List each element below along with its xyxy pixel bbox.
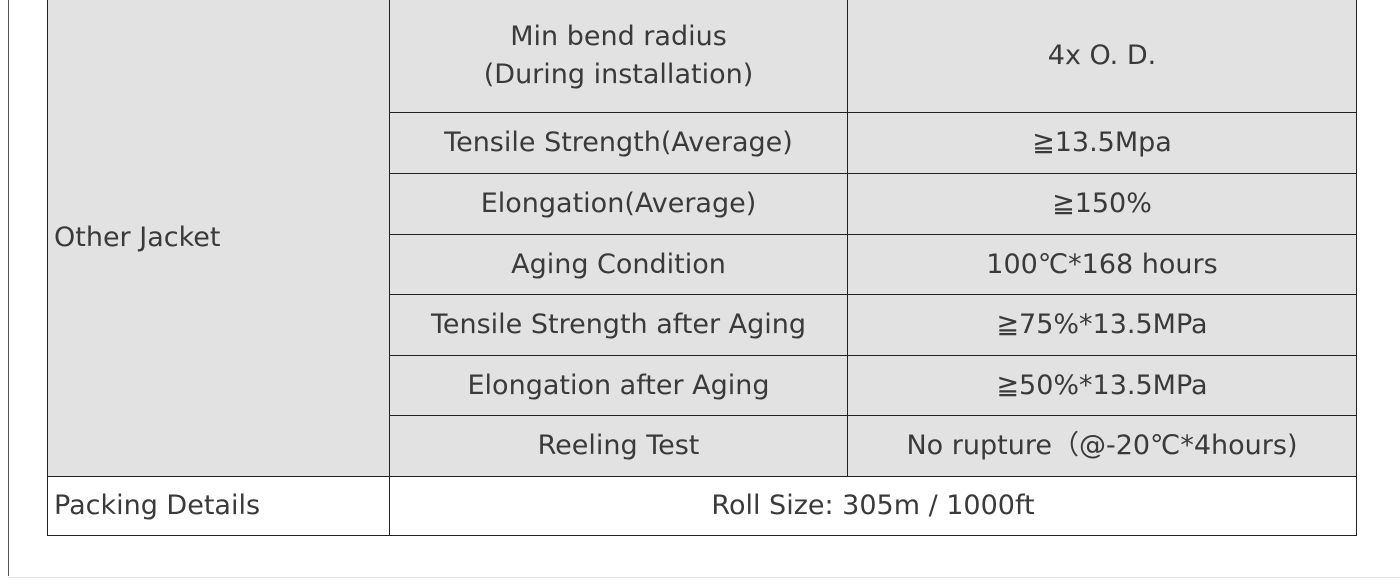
property-name-cell: Tensile Strength(Average) [389, 112, 848, 174]
property-value: ≧50%*13.5MPa [996, 369, 1208, 401]
property-name: Elongation after Aging [467, 369, 770, 401]
left-rule [8, 0, 9, 576]
property-value-cell: ≧50%*13.5MPa [847, 355, 1357, 416]
property-name: (During installation) [483, 58, 754, 90]
bottom-rule [8, 577, 1400, 578]
property-value: 100℃*168 hours [986, 248, 1218, 280]
packing-label: Packing Details [54, 490, 261, 521]
property-name: Reeling Test [537, 430, 700, 461]
property-value: ≧13.5Mpa [1032, 127, 1172, 158]
property-name-cell: Reeling Test [389, 415, 848, 477]
property-value: No rupture（@-20℃*4hours) [906, 430, 1298, 461]
property-value-cell: No rupture（@-20℃*4hours) [847, 415, 1357, 477]
property-value-cell: 100℃*168 hours [847, 234, 1357, 295]
property-name-cell: Tensile Strength after Aging [389, 294, 848, 356]
property-value-cell: ≧150% [847, 173, 1357, 235]
packing-value: Roll Size: 305m / 1000ft [711, 490, 1035, 521]
property-value-cell: 4x O. D. [847, 0, 1357, 113]
property-name: Elongation(Average) [480, 188, 757, 219]
property-value-cell: ≧75%*13.5MPa [847, 294, 1357, 356]
property-name-cell: Min bend radius (During installation) [389, 0, 848, 113]
property-name-cell: Elongation after Aging [389, 355, 848, 416]
property-value: ≧150% [1052, 188, 1152, 219]
property-name: Tensile Strength(Average) [444, 127, 793, 158]
property-name-cell: Aging Condition [389, 234, 848, 295]
property-name-cell: Elongation(Average) [389, 173, 848, 235]
property-name: Min bend radius [510, 20, 727, 52]
group-cell: Other Jacket [47, 0, 390, 477]
property-value-cell: ≧13.5Mpa [847, 112, 1357, 174]
packing-label-cell: Packing Details [47, 476, 390, 536]
packing-value-cell: Roll Size: 305m / 1000ft [389, 476, 1357, 536]
property-value: ≧75%*13.5MPa [996, 309, 1208, 340]
property-name: Tensile Strength after Aging [430, 309, 807, 340]
property-value: 4x O. D. [1047, 39, 1157, 71]
group-label: Other Jacket [54, 221, 221, 253]
property-name: Aging Condition [511, 248, 726, 280]
